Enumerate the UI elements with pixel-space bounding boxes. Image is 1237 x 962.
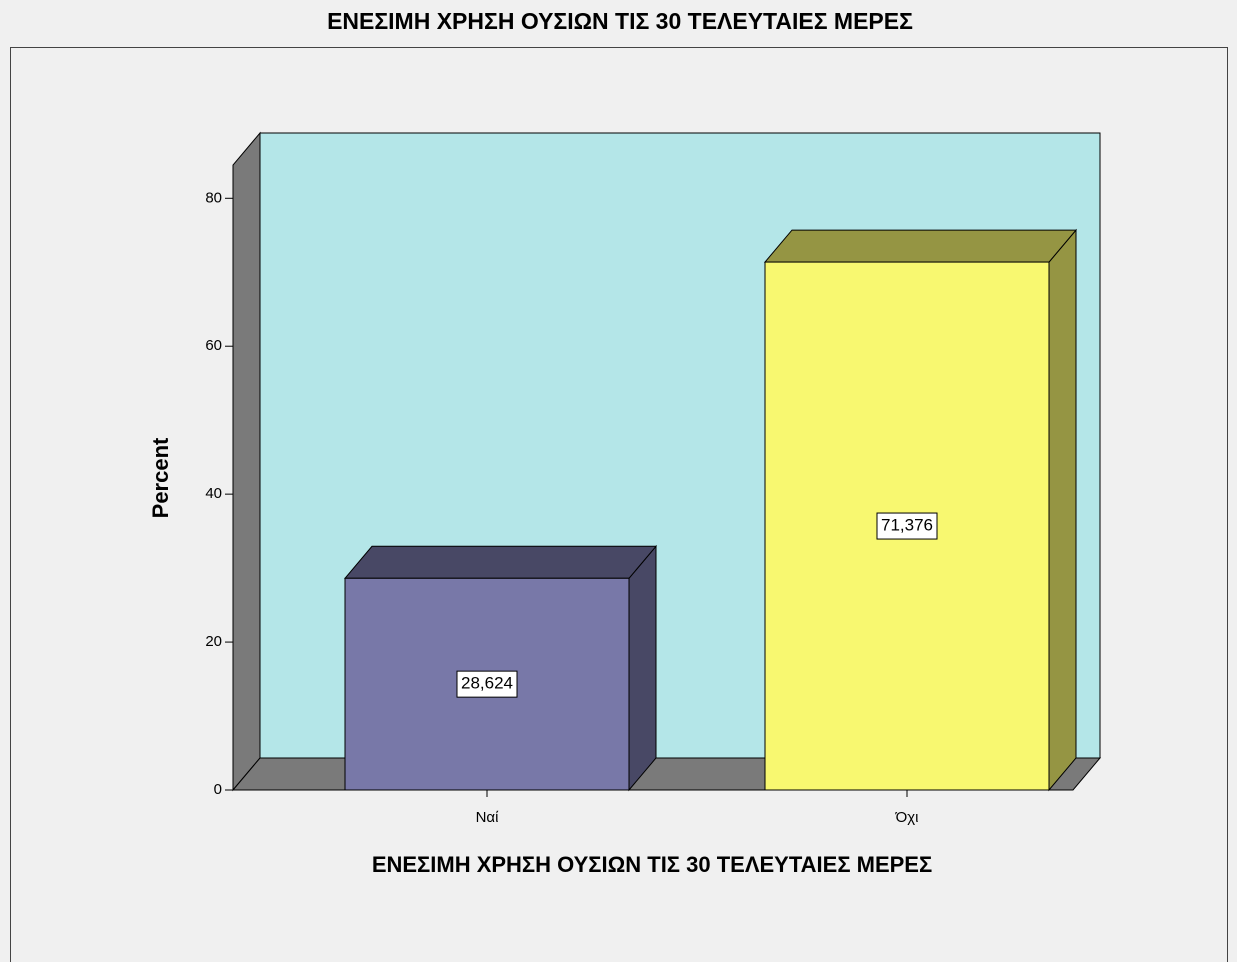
value-label: 28,624 [461,674,513,693]
chart-title: ΕΝΕΣΙΜΗ ΧΡΗΣΗ ΟΥΣΙΩΝ ΤΙΣ 30 ΤΕΛΕΥΤΑΙΕΣ Μ… [327,8,913,34]
y-tick-label: 0 [214,781,222,798]
x-tick-label: Όχι [895,809,919,826]
y-tick-label: 80 [205,189,222,206]
value-label-box [456,670,518,698]
value-label: 71,376 [881,516,933,535]
y-axis-label: Percent [148,437,173,518]
x-tick-label: Ναί [476,809,500,826]
x-axis-label: ΕΝΕΣΙΜΗ ΧΡΗΣΗ ΟΥΣΙΩΝ ΤΙΣ 30 ΤΕΛΕΥΤΑΙΕΣ Μ… [372,852,932,877]
left-wall [232,131,261,792]
bar-side [1048,228,1077,792]
y-tick-label: 20 [205,633,222,650]
y-tick-label: 60 [205,337,222,354]
bar-top [343,545,658,579]
bar-side [628,544,657,792]
value-label-box [876,512,938,540]
bar-top [763,229,1078,263]
y-tick-label: 40 [205,485,222,502]
